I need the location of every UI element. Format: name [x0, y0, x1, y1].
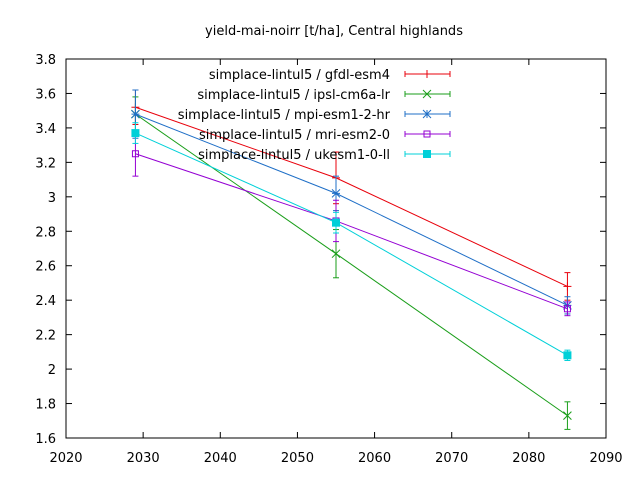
- data-point: [131, 150, 139, 158]
- x-tick-label: 2080: [512, 451, 545, 466]
- x-tick-label: 2070: [435, 451, 468, 466]
- x-tick-label: 2090: [589, 451, 622, 466]
- data-point: [331, 189, 341, 198]
- data-point-stroke: [131, 109, 140, 119]
- x-tick-label: 2060: [358, 451, 391, 466]
- legend-marker-4-shape: [423, 150, 431, 158]
- y-tick-label: 2.4: [35, 294, 56, 309]
- x-tick-label: 2020: [49, 451, 82, 466]
- y-tick-label: 3.8: [35, 53, 56, 68]
- y-tick-label: 2.8: [35, 225, 56, 240]
- legend-label-2: simplace-lintul5 / mpi-esm1-2-hr: [178, 108, 391, 123]
- data-point: [563, 351, 572, 360]
- y-tick-label: 2.2: [35, 329, 56, 344]
- legend-marker-0: [423, 70, 431, 78]
- data-point: [332, 218, 340, 227]
- series-line-4: [135, 132, 568, 356]
- legend-marker-1: [422, 89, 432, 99]
- y-tick-label: 2.6: [35, 260, 56, 275]
- plot-frame: [65, 58, 607, 439]
- data-point: [131, 109, 140, 119]
- legend-label-0: simplace-lintul5 / gfdl-esm4: [209, 68, 390, 83]
- legend-label-4: simplace-lintul5 / ukesm1-0-ll: [198, 148, 390, 163]
- data-point-shape: [563, 351, 572, 360]
- legend: simplace-lintul5 / gfdl-esm4 simplace-lin…: [178, 68, 451, 163]
- data-point-shape: [131, 150, 139, 158]
- legend-marker-2: [422, 109, 432, 119]
- data-point-shape: [332, 218, 340, 227]
- y-tick-label: 3.2: [35, 156, 56, 171]
- x-tick-label: 2030: [127, 451, 160, 466]
- data-point-shape: [131, 129, 140, 138]
- data-point-stroke: [331, 189, 341, 198]
- y-tick-label: 1.6: [35, 432, 56, 447]
- legend-marker-3: [423, 130, 431, 138]
- x-tick-label: 2050: [281, 451, 314, 466]
- data-point: [563, 305, 571, 313]
- x-tick-label: 2040: [204, 451, 237, 466]
- y-tick-label: 3.6: [35, 87, 56, 102]
- chart-title: yield-mai-noirr [t/ha], Central highland…: [205, 24, 463, 39]
- y-tick-label: 1.8: [35, 398, 56, 413]
- data-point: [563, 282, 572, 291]
- legend-label-1: simplace-lintul5 / ipsl-cm6a-lr: [197, 88, 390, 103]
- legend-label-3: simplace-lintul5 / mri-esm2-0: [199, 128, 390, 143]
- data-point-shape: [563, 305, 571, 313]
- data-point-stroke: [331, 249, 341, 259]
- data-point: [331, 249, 341, 259]
- data-point: [563, 411, 572, 420]
- data-point: [131, 129, 140, 138]
- legend-marker-3-shape: [423, 130, 431, 138]
- y-tick-label: 3.4: [35, 122, 56, 137]
- plot-area: 2020 2030 2040 2050 2060 2070 2080 2090 1.6 1.8 2 2…: [35, 53, 622, 466]
- y-tick-label: 3: [48, 191, 56, 206]
- legend-marker-1-stroke: [422, 89, 432, 99]
- legend-marker-2-stroke: [422, 109, 432, 119]
- y-tick-label: 2: [48, 363, 56, 378]
- legend-marker-4: [423, 150, 431, 158]
- data-point-stroke: [563, 411, 572, 420]
